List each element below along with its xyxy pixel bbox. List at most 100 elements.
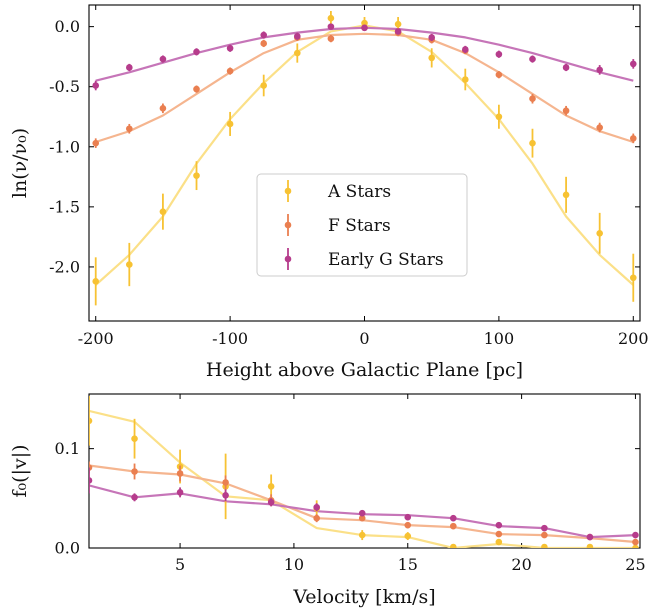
top-early-g-stars-point [495, 50, 503, 58]
bottom-early-g-stars-point [541, 524, 548, 532]
legend-a-stars-label: A Stars [327, 182, 391, 202]
bottom-x-tick-label: 5 [175, 555, 185, 574]
top-early-g-stars-point [126, 64, 133, 71]
bottom-early-g-stars-point [89, 477, 93, 484]
bottom-f-stars-point [358, 514, 366, 522]
bottom-early-g-stars-point [176, 489, 184, 496]
top-f-stars-point [159, 105, 167, 112]
top-f-stars-point [193, 85, 200, 93]
bottom-x-tick-label: 10 [284, 555, 304, 574]
top-a-stars-point [428, 54, 435, 62]
top-early-g-stars-point [159, 55, 167, 63]
bottom-a-stars-point [131, 435, 138, 443]
bottom-plot-frame [88, 393, 641, 549]
bottom-y-tick-label: 0.1 [55, 439, 80, 458]
top-a-stars-point [629, 274, 637, 282]
bottom-a-stars-point [495, 538, 503, 546]
top-early-g-stars-fit-line [95, 26, 634, 82]
top-early-g-stars-point [260, 31, 268, 39]
top-f-stars-point [92, 139, 100, 147]
bottom-f-stars-point [632, 538, 639, 546]
top-early-g-stars-point [92, 82, 100, 89]
top-a-stars-point [126, 261, 133, 268]
top-a-stars-point [361, 19, 368, 27]
bottom-early-g-stars-point [131, 494, 138, 501]
bottom-a-stars-point [586, 543, 594, 548]
legend-box [256, 173, 468, 277]
top-x-tick-label: 200 [618, 329, 649, 348]
bottom-early-g-stars-point [404, 513, 412, 521]
bottom-f-stars-point [131, 468, 138, 475]
bottom-f-stars-point [495, 530, 503, 538]
top-early-g-stars-point [394, 28, 402, 35]
legend-a-stars-marker [284, 187, 292, 195]
top-x-tick-label: 0 [359, 329, 369, 348]
bottom-a-stars-point [89, 417, 93, 425]
top-a-stars-point [226, 120, 234, 128]
bottom-early-g-stars-point [632, 531, 639, 539]
bottom-early-g-stars-point [358, 509, 366, 517]
legend-early-g-stars-label: Early G Stars [328, 250, 444, 270]
top-x-tick-label: -100 [212, 329, 248, 348]
top-a-stars-point [461, 76, 469, 83]
top-a-stars-point [159, 208, 167, 215]
top-a-stars-point [529, 139, 536, 147]
bottom-a-stars-point [358, 531, 366, 539]
top-a-stars-point [495, 113, 503, 121]
top-early-g-stars-point [428, 34, 435, 41]
bottom-f-stars-point [313, 514, 320, 522]
bottom-data-layer [89, 395, 639, 548]
bottom-x-tick-label: 15 [398, 555, 418, 574]
top-early-g-stars-point [461, 46, 469, 53]
top-a-stars-point [294, 49, 301, 57]
top-early-g-stars-point [327, 23, 335, 30]
top-a-stars-point [394, 20, 402, 28]
bottom-f-stars-point [176, 470, 184, 477]
top-a-stars-point [92, 278, 100, 285]
bottom-a-stars-point [632, 544, 639, 548]
top-a-stars-point [327, 14, 335, 22]
bottom-a-stars-point [267, 483, 275, 490]
bottom-f-stars-point [541, 531, 548, 539]
top-early-g-stars-point [294, 32, 301, 40]
velocity-distribution-panel: 5 10 15 20 25 0.0 0.1 Velocity [km/s] f₀(|v|) [9, 393, 646, 608]
legend: A Stars F Stars Early G Stars [256, 173, 468, 277]
top-f-stars-point [327, 35, 335, 42]
top-early-g-stars-point [193, 48, 200, 56]
top-early-g-stars-point [629, 60, 637, 68]
top-early-g-stars-point [596, 66, 603, 74]
top-a-stars-point [596, 229, 603, 237]
top-a-stars-point [562, 191, 570, 199]
top-y-tick-label: -0.5 [49, 77, 80, 96]
top-f-stars-point [596, 124, 603, 131]
top-y-tick-label: -1.0 [49, 137, 80, 156]
bottom-a-stars-point [541, 543, 548, 548]
bottom-early-g-stars-point [586, 533, 594, 541]
top-early-g-stars-point [562, 64, 570, 71]
top-x-tick-label: 100 [484, 329, 515, 348]
bottom-early-g-stars-point [222, 492, 229, 499]
bottom-a-stars-point [449, 543, 457, 548]
bottom-f-stars-point [449, 522, 457, 530]
top-y-tick-label: -2.0 [49, 257, 80, 276]
bottom-y-tick-label: 0.0 [55, 539, 80, 558]
bottom-x-tick-label: 20 [511, 555, 531, 574]
top-y-tick-label: 0.0 [55, 17, 80, 36]
top-x-axis-label: Height above Galactic Plane [pc] [206, 359, 523, 381]
bottom-f-stars-point [404, 521, 412, 529]
top-y-axis-label: ln(ν/ν₀) [9, 128, 31, 198]
top-f-stars-point [629, 135, 637, 142]
top-data-layer [92, 11, 637, 306]
bottom-f-stars-point [222, 479, 229, 486]
bottom-x-axis-label: Velocity [km/s] [292, 586, 435, 608]
top-a-stars-point [260, 82, 268, 89]
bottom-x-tick-label: 25 [625, 555, 645, 574]
legend-early-g-stars-marker [284, 255, 292, 263]
bottom-early-g-stars-point [313, 503, 320, 511]
top-early-g-stars-point [226, 44, 234, 52]
bottom-early-g-stars-point [495, 521, 503, 529]
bottom-a-stars-point [404, 532, 412, 540]
top-f-stars-point [260, 40, 268, 47]
top-early-g-stars-point [361, 24, 368, 32]
